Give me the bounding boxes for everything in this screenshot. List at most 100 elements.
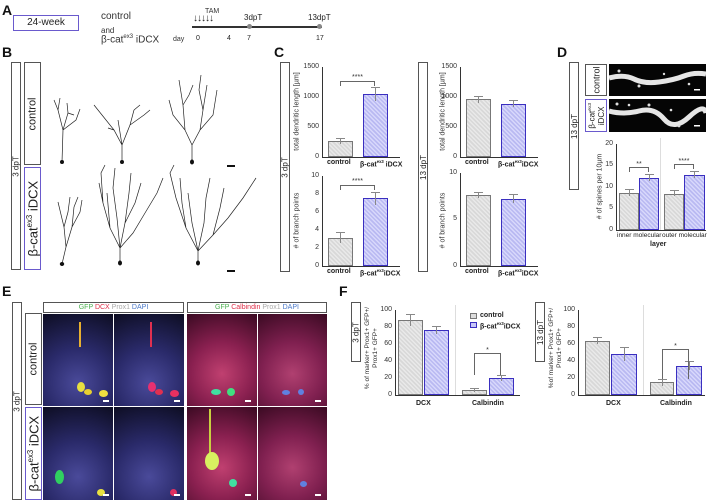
error-bar: [513, 100, 514, 107]
error-bar: [689, 361, 690, 370]
y-tick: 0: [315, 262, 319, 269]
error-bar: [624, 347, 625, 361]
row-label-text: control: [591, 66, 602, 94]
bar-control: [466, 195, 491, 266]
spine-image-control: [609, 64, 706, 96]
legend-swatch-control: [470, 313, 477, 319]
row-label-mutant-d: β-catex3 iDCX: [585, 99, 607, 132]
day-17: 17: [316, 35, 324, 42]
x-category-mutant: β-catex3iDCX: [498, 159, 539, 169]
label-gfp: GFP: [78, 304, 93, 311]
row-label-control-e: control: [25, 313, 42, 405]
group-divider: [660, 138, 661, 230]
error-bar: [375, 192, 376, 205]
dendrite-signal: [209, 409, 211, 454]
micrograph-control-calbindin-merge: [187, 314, 257, 406]
error-cap: [371, 87, 380, 88]
y-tick: 0: [571, 391, 575, 398]
x-axis: [460, 157, 538, 158]
error-cap: [625, 189, 634, 190]
group-control: control: [101, 11, 132, 22]
dcx-cell: [170, 489, 177, 496]
row-label-control-d: control: [585, 64, 607, 96]
soma: [190, 159, 194, 165]
group-mutant: β-catex3 iDCX: [101, 34, 159, 45]
mutant-name: β-cat: [587, 110, 597, 129]
y-tick: 1000: [303, 93, 319, 100]
timepoint-box-3dpt-c: 3 dpT: [280, 62, 290, 272]
x-category-control: control: [327, 159, 351, 166]
y-axis: [322, 176, 323, 266]
bar-mutant-calbindin: [676, 366, 702, 395]
bar-mutant-dcx: [424, 330, 449, 395]
error-cap: [690, 171, 699, 172]
row-label-control: control: [24, 62, 41, 165]
y-tick: 40: [567, 357, 575, 364]
error-bar: [375, 87, 376, 101]
gfp-cell: [229, 479, 237, 487]
error-cap: [406, 314, 415, 315]
mutant-suffix: iDCX: [133, 34, 160, 46]
y-tick: 60: [567, 340, 575, 347]
y-tick: 100: [380, 306, 392, 313]
error-cap: [658, 379, 667, 380]
group-and: and: [101, 26, 115, 35]
scalebar: [315, 494, 321, 496]
y-axis: [322, 67, 323, 157]
bar-control: [466, 99, 491, 157]
x-category-control: control: [465, 159, 489, 166]
y-tick: 8: [315, 190, 319, 197]
error-bar: [474, 388, 475, 392]
gfp-cell: [55, 470, 64, 484]
tam-arrows-icon: ↓↓↓↓↓: [193, 13, 214, 24]
y-tick: 10: [311, 172, 319, 179]
bar-mutant: [363, 94, 388, 157]
timepoint-dot-13dpt: [317, 24, 322, 29]
scalebar-control: [227, 165, 235, 167]
y-tick: 15: [605, 161, 613, 168]
x-axis: [395, 395, 520, 396]
y-axis: [460, 173, 461, 266]
cell: [282, 390, 290, 395]
error-bar: [694, 171, 695, 178]
y-axis: [460, 67, 461, 157]
day-7: 7: [247, 35, 251, 42]
group-divider: [455, 305, 456, 395]
panel-letter-b: B: [2, 44, 13, 60]
micrograph-mutant-dcx-split: [114, 407, 184, 500]
row-label-text: β-catex3 iDCX: [586, 103, 606, 129]
error-cap: [685, 361, 694, 362]
neuron-tracing-control-3: [168, 74, 218, 165]
y-tick: 20: [567, 374, 575, 381]
micrograph-mutant-dcx-merge: [43, 407, 113, 500]
row-label-mutant-e: β-catex3 iDCX: [25, 407, 42, 500]
day-0: 0: [196, 35, 200, 42]
y-tick: 500: [307, 123, 319, 130]
soma: [196, 260, 200, 266]
significance-stars-outer: ****: [678, 158, 690, 165]
timepoint-label: 13 dpT: [569, 113, 579, 139]
scalebar: [315, 400, 321, 402]
significance-bracket: [662, 349, 689, 379]
micrograph-control-dcx-merge: [43, 314, 113, 406]
legend-swatch-mutant: [470, 322, 477, 328]
scalebar-mutant: [227, 270, 235, 272]
mutant-suffix: iDCX: [596, 106, 606, 125]
error-cap: [371, 192, 380, 193]
error-bar: [478, 96, 479, 103]
mutant-sup: ex3: [24, 214, 34, 228]
dcx-cell: [155, 389, 163, 395]
row-label-text: control: [27, 342, 40, 376]
age-box: 24-week: [13, 15, 79, 31]
error-cap: [497, 375, 506, 376]
legend-label-control: control: [480, 312, 504, 319]
row-label-mutant: β-catex3 iDCX: [24, 167, 41, 270]
label-dapi: DAPI: [131, 304, 149, 311]
y-tick: 1000: [441, 93, 457, 100]
mutant-suffix: iDCX: [25, 180, 41, 211]
error-bar: [649, 174, 650, 181]
error-bar: [662, 379, 663, 386]
significance-bracket: [340, 81, 375, 86]
soma: [120, 160, 124, 164]
timepoint-box-3dpt: 3 dpT: [11, 62, 21, 270]
